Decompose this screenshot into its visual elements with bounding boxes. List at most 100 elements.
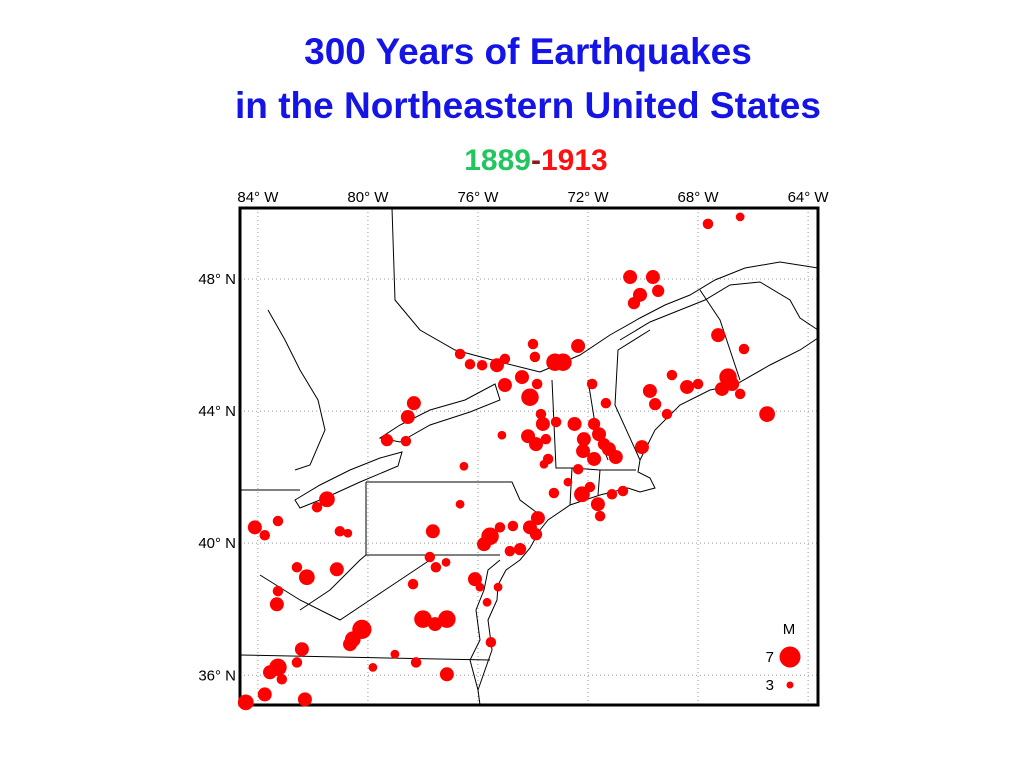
geography: [239, 207, 819, 706]
earthquake: [734, 388, 746, 400]
earthquake: [485, 637, 497, 648]
legend-label: 3: [766, 677, 774, 694]
earthquake: [587, 417, 601, 431]
earthquake: [406, 396, 421, 411]
map-frame: [238, 206, 820, 707]
earthquake: [571, 339, 586, 354]
earthquake: [645, 270, 660, 285]
earthquake: [476, 359, 488, 371]
title-line: 300 Years of Earthquakes: [304, 31, 752, 72]
earthquake: [576, 432, 591, 447]
earthquake: [572, 463, 584, 475]
earthquake: [661, 408, 673, 420]
earthquake: [439, 667, 454, 682]
earthquake: [259, 530, 271, 541]
earthquake: [586, 378, 598, 390]
earthquake: [759, 406, 775, 422]
earthquake: [257, 687, 272, 702]
earthquake: [597, 437, 611, 451]
earthquake: [521, 388, 539, 406]
earthquake: [499, 353, 511, 365]
earthquake: [494, 522, 506, 533]
earthquake: [594, 510, 606, 522]
earthquake: [680, 379, 695, 394]
earthquake: [319, 491, 335, 508]
earthquake: [550, 416, 562, 428]
year-range: 1889-1913: [464, 144, 608, 177]
earthquake: [504, 545, 516, 557]
earthquake: [642, 383, 657, 398]
earthquake: [477, 537, 492, 552]
start-year: 1889: [464, 144, 531, 177]
earthquake: [590, 497, 605, 512]
lake-huron: [267, 207, 541, 471]
x-tick-label: 76° W: [457, 189, 499, 206]
earthquake: [600, 397, 612, 409]
earthquake: [294, 642, 309, 657]
earthquakes: [237, 212, 775, 711]
legend-marker: [786, 681, 794, 689]
earthquake: [414, 610, 432, 628]
earthquake: [291, 562, 303, 573]
earthquake: [237, 694, 254, 711]
earthquake: [441, 557, 451, 567]
legend-label: 7: [766, 649, 774, 666]
earthquake: [459, 461, 469, 471]
earthquake: [563, 477, 573, 487]
earthquake: [535, 408, 547, 420]
lake-ontario: [378, 383, 501, 443]
earthquake: [455, 499, 465, 509]
earthquake: [489, 358, 504, 373]
earthquake: [247, 520, 262, 535]
earthquake: [714, 381, 729, 396]
earthquake: [592, 427, 607, 442]
earthquake: [380, 434, 394, 447]
grid: [240, 208, 818, 705]
earthquake: [424, 551, 436, 563]
earthquake: [539, 459, 549, 469]
earthquake: [410, 657, 422, 668]
earthquake: [567, 416, 582, 431]
earthquake: [634, 440, 649, 455]
legend-title: M: [783, 621, 796, 638]
earthquake: [467, 572, 482, 587]
earthquake: [576, 444, 591, 459]
legend: M7 3: [766, 621, 801, 694]
earthquake: [702, 218, 714, 230]
earthquake: [276, 673, 288, 685]
earthquake: [272, 515, 284, 527]
earthquake: [497, 430, 507, 440]
earthquake: [738, 343, 750, 355]
earthquake: [425, 524, 440, 539]
earthquake: [297, 692, 312, 707]
earthquake: [368, 662, 378, 672]
earthquake: [497, 378, 512, 393]
earthquake: [334, 526, 346, 537]
earthquake: [311, 501, 323, 513]
earthquake: [617, 485, 629, 497]
lake-erie: [294, 451, 403, 509]
earthquake: [529, 351, 541, 363]
earthquake: [262, 665, 277, 680]
earthquake: [692, 378, 704, 390]
x-tick-label: 64° W: [788, 189, 830, 206]
earthquake: [390, 649, 400, 659]
earthquake: [587, 451, 602, 466]
earthquake: [513, 543, 527, 556]
y-tick-label: 44° N: [198, 403, 236, 420]
end-year: 1913: [541, 144, 608, 177]
earthquake: [438, 610, 456, 628]
dash: -: [531, 144, 541, 177]
earthquake: [530, 511, 545, 526]
earthquake: [272, 585, 284, 597]
earthquake: [711, 328, 726, 343]
earthquake: [400, 435, 412, 447]
earthquake: [475, 582, 485, 592]
earthquake: [298, 569, 315, 586]
earthquake: [584, 481, 596, 493]
earthquake: [540, 433, 552, 445]
earthquake: [535, 416, 550, 431]
earthquake: [531, 378, 543, 390]
earthquake: [482, 597, 492, 607]
earthquake: [527, 338, 539, 350]
